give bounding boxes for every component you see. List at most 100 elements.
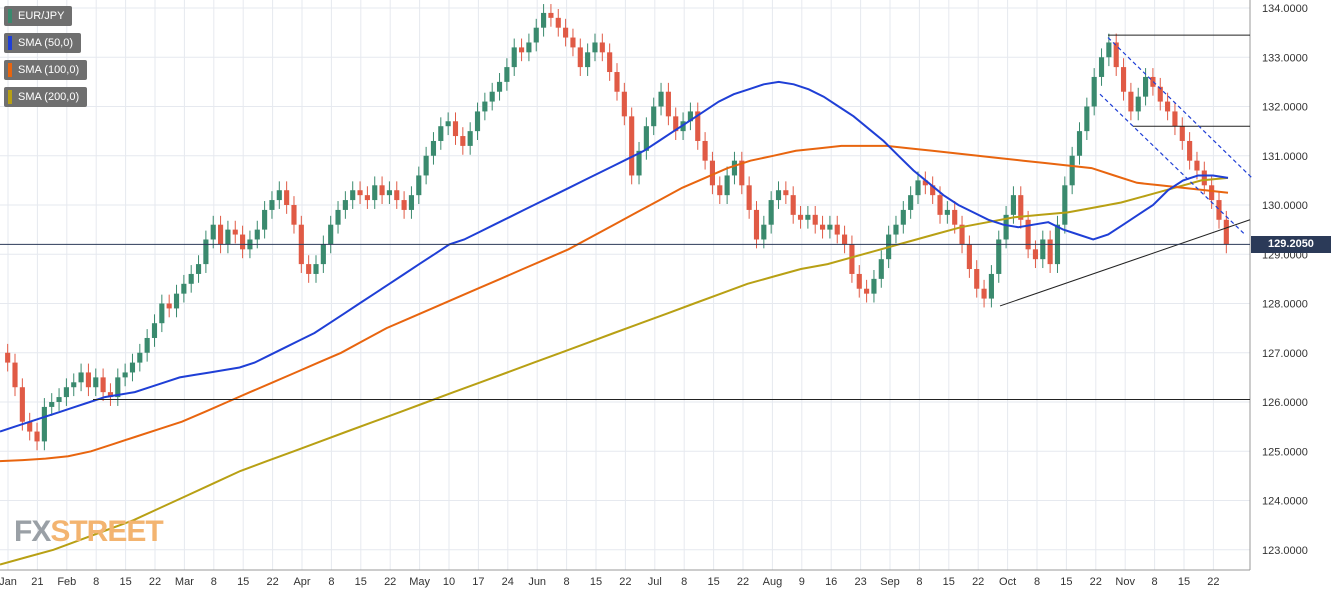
candle-body [1106, 42, 1112, 58]
candle-body [922, 180, 928, 186]
candle-body [797, 214, 804, 220]
candle-body [878, 259, 884, 279]
candle-body [930, 185, 936, 196]
candle-body [599, 42, 605, 53]
x-tick-label: 15 [590, 576, 602, 588]
channel-lower-line [1099, 93, 1246, 235]
candle-body [629, 116, 635, 176]
fxstreet-logo: FXSTREET [14, 515, 164, 548]
candle-body [709, 160, 716, 186]
legend-sma200-label: SMA (200,0) [18, 91, 80, 103]
candle-body [1128, 91, 1134, 112]
candle-body [643, 126, 649, 151]
candle-body [805, 214, 811, 220]
candle-body [232, 229, 238, 235]
candle-body [173, 293, 180, 309]
candle-body [518, 47, 525, 53]
x-tick-label: Jan [0, 576, 17, 588]
candle-body [636, 150, 642, 176]
candle-body [1216, 200, 1222, 220]
candle-body [210, 224, 216, 240]
candle-body [974, 269, 980, 289]
candle-body [915, 180, 921, 196]
candle-body [100, 377, 106, 393]
candle-body [364, 195, 370, 201]
candle-body [401, 200, 407, 210]
x-tick-label: 24 [502, 576, 514, 588]
candle-body [1098, 57, 1105, 77]
candle-body [107, 392, 114, 398]
candle-body [93, 377, 99, 388]
candle-body [651, 106, 657, 127]
candle-body [19, 387, 25, 422]
candle-body [1091, 76, 1097, 107]
candle-body [621, 91, 627, 117]
candle-body [1032, 249, 1039, 260]
x-tick-label: Mar [175, 576, 194, 588]
candle-body [137, 352, 143, 363]
candle-body [1143, 76, 1149, 97]
x-tick-label: Sep [880, 576, 900, 588]
candle-body [166, 303, 172, 309]
candle-body [342, 200, 348, 210]
sma50-line [0, 80, 1229, 433]
legend-sma50-label: SMA (50,0) [18, 37, 74, 49]
candle-body [1179, 126, 1185, 141]
candle-body [291, 205, 297, 225]
candle-body [467, 131, 473, 146]
candle-body [761, 224, 767, 240]
candle-body [416, 175, 422, 196]
candle-body [731, 160, 738, 176]
candle-body [819, 224, 826, 230]
candle-body [181, 283, 187, 294]
candle-body [34, 431, 40, 442]
candle-body [665, 91, 671, 117]
y-tick-label: 123.0000 [1262, 545, 1308, 557]
candle-body [408, 195, 415, 210]
candle-body [944, 209, 950, 215]
candle-body [900, 209, 906, 225]
channel-upper-line [1107, 37, 1253, 179]
candle-body [996, 239, 1002, 274]
candle-body [937, 195, 943, 215]
x-tick-label: Nov [1115, 576, 1135, 588]
y-tick-label: 127.0000 [1262, 348, 1308, 360]
candle-body [658, 91, 664, 107]
candle-body [702, 140, 708, 161]
x-tick-label: 22 [149, 576, 161, 588]
candle-body [1010, 195, 1017, 215]
candle-body [1201, 170, 1207, 186]
candle-body [1120, 67, 1127, 92]
candle-body [1194, 160, 1200, 171]
x-tick-label: 16 [825, 576, 837, 588]
y-tick-label: 126.0000 [1262, 397, 1308, 409]
eurjpy-swatch [8, 9, 12, 23]
candle-body [188, 273, 194, 284]
candle-body [262, 209, 268, 230]
candle-body [533, 27, 539, 43]
candle-body [1003, 214, 1009, 240]
x-tick-label: Apr [293, 576, 310, 588]
candle-body [41, 406, 47, 442]
x-tick-label: Aug [763, 576, 783, 588]
candle-body [768, 200, 774, 225]
candle-body [834, 224, 840, 235]
candle-body [1157, 86, 1163, 102]
candle-body [1113, 42, 1119, 68]
x-tick-label: 8 [1152, 576, 1158, 588]
candle-body [1018, 195, 1024, 220]
legend-eurjpy-label: EUR/JPY [18, 10, 65, 22]
candle-body [122, 372, 128, 378]
legend-eurjpy: EUR/JPY [4, 6, 73, 26]
candle-body [151, 323, 158, 338]
candle-body [159, 303, 165, 324]
y-tick-label: 132.0000 [1262, 102, 1308, 114]
candle-body [482, 101, 488, 112]
x-tick-label: 10 [443, 576, 455, 588]
candle-body [452, 121, 459, 137]
candle-body [203, 239, 209, 265]
candle-body [504, 67, 510, 82]
sma50-swatch [8, 36, 12, 50]
candle-body [849, 244, 855, 274]
legend-sma200: SMA (200,0) [4, 87, 88, 107]
